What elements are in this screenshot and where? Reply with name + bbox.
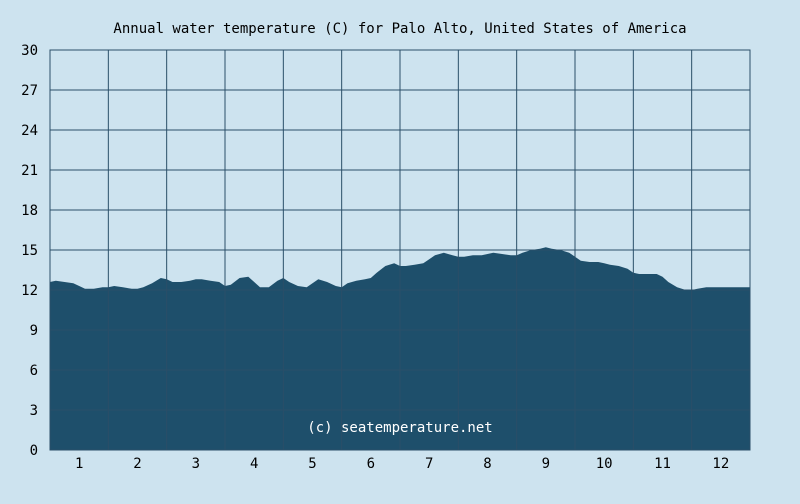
plot-border <box>49 49 751 451</box>
y-tick-label: 0 <box>30 443 38 459</box>
x-tick-label: 6 <box>367 456 375 472</box>
chart-title: Annual water temperature (C) for Palo Al… <box>113 21 686 37</box>
x-tick-label: 10 <box>596 456 613 472</box>
y-tick-label: 27 <box>21 83 38 99</box>
y-axis: 0 3 6 9 12 15 18 21 24 27 30 <box>21 43 38 459</box>
x-tick-label: 12 <box>712 456 729 472</box>
x-tick-label: 4 <box>250 456 258 472</box>
x-axis: 1 2 3 4 5 6 7 8 9 10 11 12 <box>75 456 729 472</box>
watermark: (c) seatemperature.net <box>307 420 492 436</box>
x-tick-label: 1 <box>75 456 83 472</box>
x-tick-label: 8 <box>483 456 491 472</box>
x-tick-label: 5 <box>308 456 316 472</box>
y-tick-label: 12 <box>21 283 38 299</box>
grid-layer <box>49 49 751 451</box>
x-tick-label: 2 <box>133 456 141 472</box>
y-tick-label: 30 <box>21 43 38 59</box>
x-tick-label: 9 <box>542 456 550 472</box>
x-tick-label: 11 <box>654 456 671 472</box>
y-tick-label: 3 <box>30 403 38 419</box>
y-tick-label: 21 <box>21 163 38 179</box>
y-tick-label: 18 <box>21 203 38 219</box>
x-tick-label: 7 <box>425 456 433 472</box>
y-tick-label: 6 <box>30 363 38 379</box>
y-tick-label: 15 <box>21 243 38 259</box>
x-tick-label: 3 <box>192 456 200 472</box>
y-tick-label: 24 <box>21 123 38 139</box>
y-tick-label: 9 <box>30 323 38 339</box>
